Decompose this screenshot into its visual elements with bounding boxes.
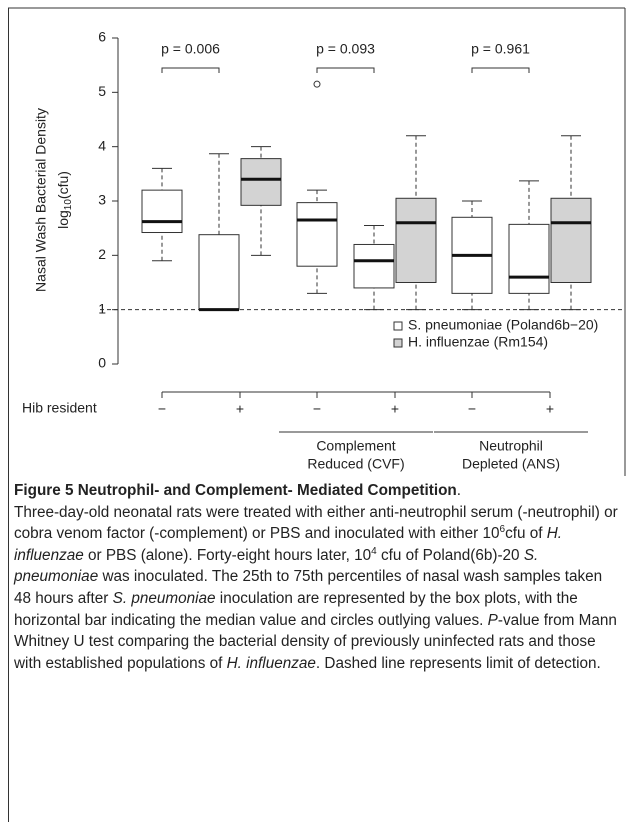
outlier — [313, 80, 321, 88]
y-tick-label: 4 — [98, 137, 106, 153]
caption-italic: S. pneumoniae — [14, 546, 539, 586]
box — [550, 197, 592, 284]
caption-text: was inoculated. The 25th to 75th percent… — [14, 568, 603, 607]
x-tick-label: + — [546, 401, 554, 417]
p-value: p = 0.961 — [471, 41, 530, 57]
x-tick-label: + — [236, 401, 244, 417]
y-tick-label: 3 — [98, 192, 106, 208]
caption-italic: P — [487, 611, 498, 629]
x-tick-label: − — [313, 401, 321, 417]
caption-text: inoculation are represented by the box p… — [14, 589, 578, 629]
caption-italic: H. influenzae — [14, 525, 563, 564]
p-value: p = 0.093 — [316, 41, 375, 57]
caption-text: or PBS (alone). Forty-eight hours later,… — [83, 546, 372, 564]
box — [296, 202, 338, 267]
caption-sup: 4 — [371, 545, 377, 557]
bracket — [316, 67, 375, 73]
x-tick-label: − — [158, 401, 166, 417]
x-tick-label: + — [391, 401, 399, 417]
legend-swatch — [393, 338, 403, 348]
y-tick-label: 1 — [98, 300, 106, 316]
caption-text: Three-day-old neonatal rats were treated… — [14, 503, 618, 543]
y-tick-label: 2 — [98, 246, 106, 262]
bracket — [471, 67, 530, 73]
caption: Figure 5 Neutrophil- and Complement- Med… — [14, 480, 620, 674]
legend-swatch — [393, 321, 403, 331]
x-axis-label: Hib resident — [22, 400, 97, 416]
caption-italic: S. pneumoniae — [112, 589, 216, 607]
caption-text: . — [456, 482, 462, 499]
group-label: Complement — [316, 438, 395, 454]
y-axis-label: Nasal Wash Bacterial Density — [33, 108, 49, 292]
legend-label: H. influenzae (Rm154) — [408, 334, 548, 350]
unit-log: log — [55, 210, 71, 229]
caption-text: -value from Mann Whitney U test comparin… — [14, 611, 617, 672]
y-axis-unit: log10(cfu) — [55, 171, 74, 229]
unit-sub: 10 — [63, 199, 74, 211]
group-label: Neutrophil — [479, 438, 543, 454]
legend-label: S. pneumoniae (Poland6b−20) — [408, 317, 598, 333]
group-label: Depleted (ANS) — [462, 456, 560, 472]
caption-text: . Dashed line represents limit of detect… — [315, 654, 601, 672]
frame — [8, 8, 9, 822]
bracket — [161, 67, 220, 73]
caption-text: cfu of Poland(6b)-20 — [376, 546, 524, 564]
box — [240, 158, 282, 206]
chart: Nasal Wash Bacterial Density log10(cfu) … — [8, 7, 626, 476]
box — [198, 234, 240, 311]
p-value: p = 0.006 — [161, 41, 220, 57]
y-tick-label: 5 — [98, 83, 106, 99]
box — [395, 197, 437, 284]
box — [141, 189, 183, 234]
box — [508, 223, 550, 294]
x-tick-label: − — [468, 401, 476, 417]
caption-italic: H. influenzae — [226, 654, 316, 672]
unit-cfu: (cfu) — [55, 171, 71, 199]
caption-sup: 6 — [499, 524, 506, 536]
caption-title: Figure 5 Neutrophil- and Complement- Med… — [14, 482, 457, 499]
box — [353, 243, 395, 289]
group-label: Reduced (CVF) — [307, 456, 404, 472]
caption-text: cfu of — [505, 525, 547, 543]
y-tick-label: 0 — [98, 355, 106, 371]
y-tick-label: 6 — [98, 29, 106, 45]
